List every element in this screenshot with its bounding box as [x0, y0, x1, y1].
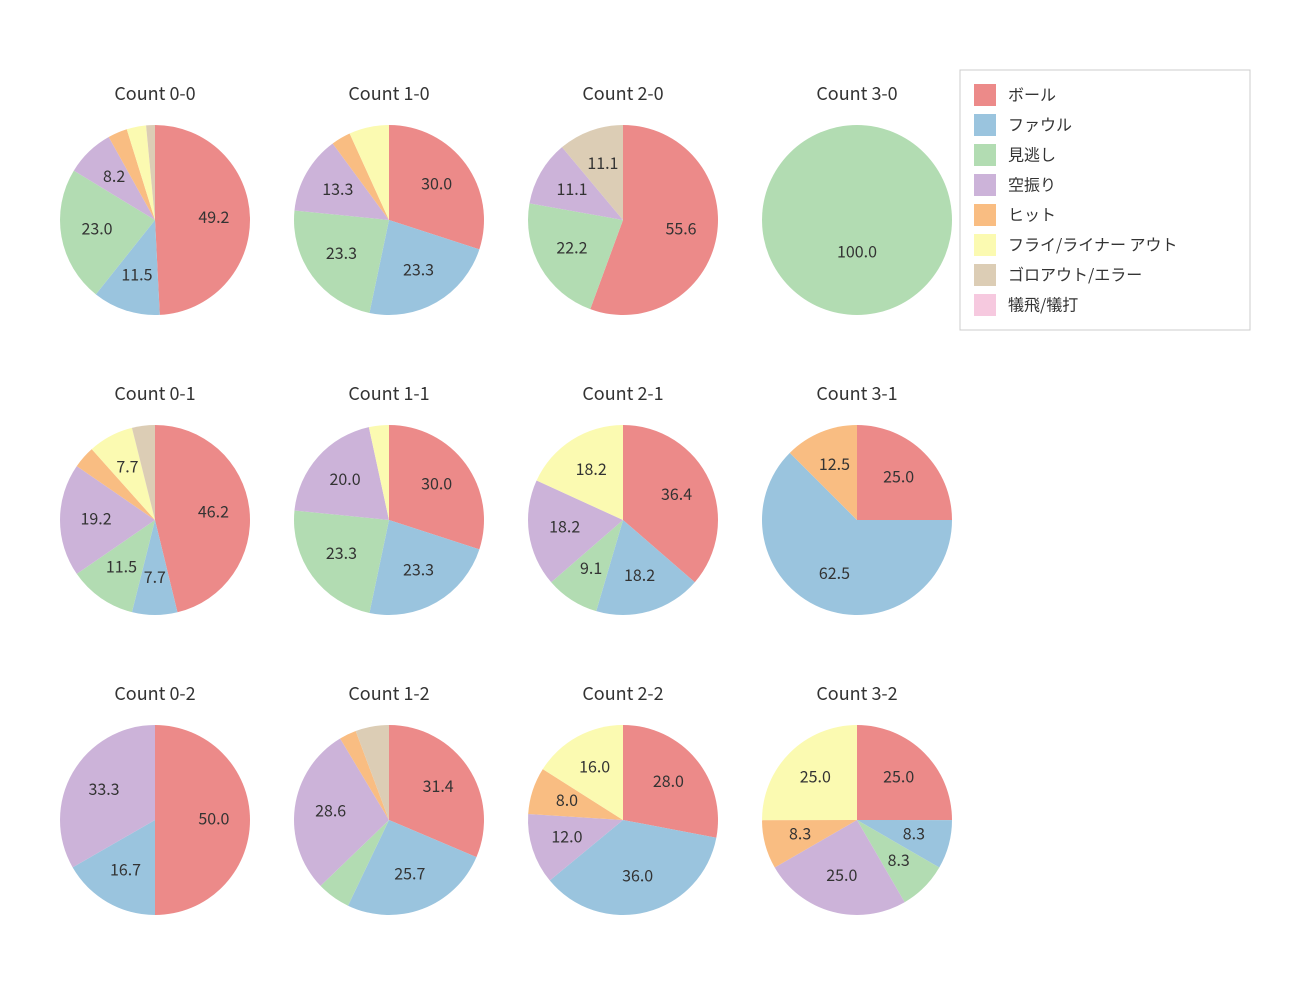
slice-label: 30.0 — [421, 471, 452, 495]
slice-label: 30.0 — [421, 171, 452, 195]
legend-swatch — [974, 204, 996, 226]
slice-label: 8.2 — [103, 163, 125, 187]
slice-label: 23.3 — [326, 540, 357, 564]
slice-label: 28.6 — [315, 798, 346, 822]
slice-label: 49.2 — [198, 204, 229, 228]
pie-chart: Count 1-2 31.4 25.7 28.6 — [294, 680, 484, 915]
legend-swatch — [974, 174, 996, 196]
chart-title: Count 0-2 — [114, 680, 195, 706]
slice-label: 25.7 — [394, 860, 425, 884]
slice-label: 62.5 — [819, 560, 850, 584]
pie-chart: Count 3-1 25.0 62.5 12.5 — [762, 380, 952, 615]
pie-slice — [762, 125, 952, 315]
legend-label: ファウル — [1008, 111, 1072, 135]
slice-label: 23.3 — [403, 556, 434, 580]
slice-label: 25.0 — [883, 764, 914, 788]
pie-chart: Count 2-0 55.6 22.2 11.111.1 — [528, 80, 718, 315]
pie-grid-svg: Count 0-0 49.2 11.5 23.0 8.2 Count 1-0 30.0 23.… — [0, 0, 1300, 1000]
legend-swatch — [974, 84, 996, 106]
chart-title: Count 1-0 — [348, 80, 429, 106]
slice-label: 13.3 — [322, 176, 353, 200]
slice-label: 28.0 — [653, 768, 684, 792]
chart-grid: Count 0-0 49.2 11.5 23.0 8.2 Count 1-0 30.0 23.… — [0, 0, 1300, 1000]
legend-label: 犠飛/犠打 — [1008, 291, 1078, 315]
slice-label: 11.5 — [106, 554, 137, 578]
chart-title: Count 2-0 — [582, 80, 663, 106]
slice-label: 50.0 — [198, 805, 229, 829]
legend-swatch — [974, 264, 996, 286]
slice-label: 25.0 — [883, 464, 914, 488]
slice-label: 36.0 — [622, 862, 653, 886]
slice-label: 11.1 — [556, 176, 587, 200]
chart-title: Count 2-2 — [582, 680, 663, 706]
chart-title: Count 3-1 — [816, 380, 897, 406]
slice-label: 18.2 — [624, 562, 655, 586]
legend-label: ゴロアウト/エラー — [1008, 261, 1142, 285]
slice-label: 18.2 — [576, 456, 607, 480]
slice-label: 100.0 — [837, 239, 877, 263]
slice-label: 33.3 — [88, 776, 119, 800]
slice-label: 55.6 — [665, 216, 696, 240]
chart-title: Count 1-1 — [348, 380, 429, 406]
legend-swatch — [974, 114, 996, 136]
slice-label: 11.5 — [121, 261, 152, 285]
slice-label: 25.0 — [800, 764, 831, 788]
legend-swatch — [974, 234, 996, 256]
chart-title: Count 3-2 — [816, 680, 897, 706]
legend-swatch — [974, 144, 996, 166]
chart-title: Count 3-0 — [816, 80, 897, 106]
pie-chart: Count 0-0 49.2 11.5 23.0 8.2 — [60, 80, 250, 315]
slice-label: 7.7 — [144, 564, 166, 588]
slice-label: 11.1 — [587, 150, 618, 174]
slice-label: 36.4 — [661, 481, 692, 505]
slice-label: 23.0 — [81, 216, 112, 240]
slice-label: 23.3 — [326, 240, 357, 264]
pie-chart: Count 3-225.08.38.325.08.325.0 — [762, 680, 952, 915]
pie-chart: Count 2-2 28.0 36.0 12.0 8.016.0 — [528, 680, 718, 915]
chart-title: Count 2-1 — [582, 380, 663, 406]
legend-label: 見逃し — [1008, 141, 1056, 165]
pie-chart: Count 2-136.418.29.118.218.2 — [528, 380, 718, 615]
legend-label: ヒット — [1008, 201, 1056, 225]
pie-chart: Count 0-2 50.0 16.7 33.3 — [60, 680, 250, 915]
legend-label: ボール — [1008, 81, 1056, 105]
slice-label: 16.7 — [110, 856, 141, 880]
slice-label: 12.0 — [551, 824, 582, 848]
slice-label: 8.3 — [903, 821, 925, 845]
legend-swatch — [974, 294, 996, 316]
chart-title: Count 0-1 — [114, 380, 195, 406]
pie-chart: Count 1-1 30.0 23.3 23.3 20.0 — [294, 380, 484, 615]
legend-frame — [960, 70, 1250, 330]
slice-label: 9.1 — [580, 555, 602, 579]
slice-label: 25.0 — [826, 862, 857, 886]
pie-chart: Count 3-0 100.0 — [762, 80, 952, 315]
pie-chart: Count 0-1 46.2 7.7 11.5 19.2 7.7 — [60, 380, 250, 615]
slice-label: 19.2 — [81, 505, 112, 529]
slice-label: 23.3 — [403, 256, 434, 280]
slice-label: 31.4 — [423, 773, 454, 797]
chart-title: Count 1-2 — [348, 680, 429, 706]
legend-label: 空振り — [1008, 171, 1056, 195]
legend-label: フライ/ライナー アウト — [1008, 231, 1178, 255]
slice-label: 46.2 — [198, 498, 229, 522]
pie-chart: Count 1-0 30.0 23.3 23.3 13.3 — [294, 80, 484, 315]
slice-label: 20.0 — [330, 466, 361, 490]
slice-label: 8.3 — [888, 847, 910, 871]
legend: ボールファウル見逃し空振りヒットフライ/ライナー アウトゴロアウト/エラー犠飛/… — [960, 70, 1250, 330]
slice-label: 16.0 — [579, 754, 610, 778]
slice-label: 18.2 — [549, 514, 580, 538]
slice-label: 22.2 — [556, 235, 587, 259]
slice-label: 12.5 — [819, 451, 850, 475]
slice-label: 7.7 — [116, 453, 138, 477]
slice-label: 8.0 — [556, 787, 578, 811]
chart-title: Count 0-0 — [114, 80, 195, 106]
slice-label: 8.3 — [789, 821, 811, 845]
